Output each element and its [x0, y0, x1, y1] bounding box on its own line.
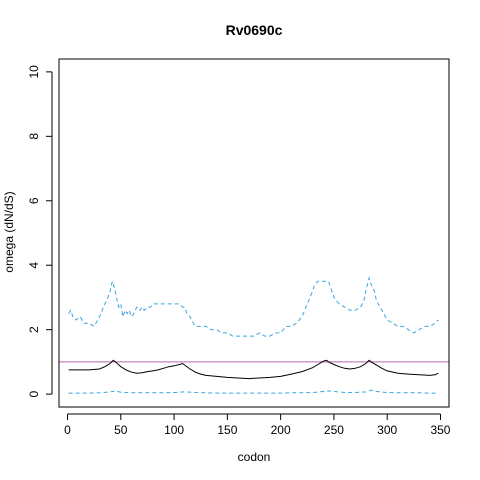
x-tick-label: 350 [430, 423, 450, 437]
x-tick-label: 300 [377, 423, 397, 437]
x-tick-label: 250 [324, 423, 344, 437]
series-line-1 [68, 276, 439, 337]
y-axis-label: omega (dN/dS) [2, 191, 16, 272]
x-tick-label: 200 [271, 423, 291, 437]
x-tick-label: 0 [64, 423, 71, 437]
x-tick-label: 150 [217, 423, 237, 437]
y-tick-label: 6 [27, 197, 41, 204]
x-tick-label: 50 [114, 423, 128, 437]
chart-title: Rv0690c [226, 22, 283, 38]
x-axis: 0 50 100 150 200 250 300 350 [64, 413, 451, 437]
plot-area [59, 276, 449, 394]
y-tick-label: 0 [27, 390, 41, 397]
series-line-3 [68, 389, 439, 394]
series-line-2 [68, 359, 439, 380]
y-tick-label: 2 [27, 326, 41, 333]
y-tick-label: 10 [27, 65, 41, 79]
series-group [68, 276, 439, 394]
x-axis-label: codon [238, 450, 271, 464]
plot-frame [58, 58, 450, 408]
y-axis: 0 2 4 6 8 10 [27, 65, 53, 397]
y-tick-label: 4 [27, 262, 41, 269]
x-tick-label: 100 [164, 423, 184, 437]
y-tick-label: 8 [27, 133, 41, 140]
